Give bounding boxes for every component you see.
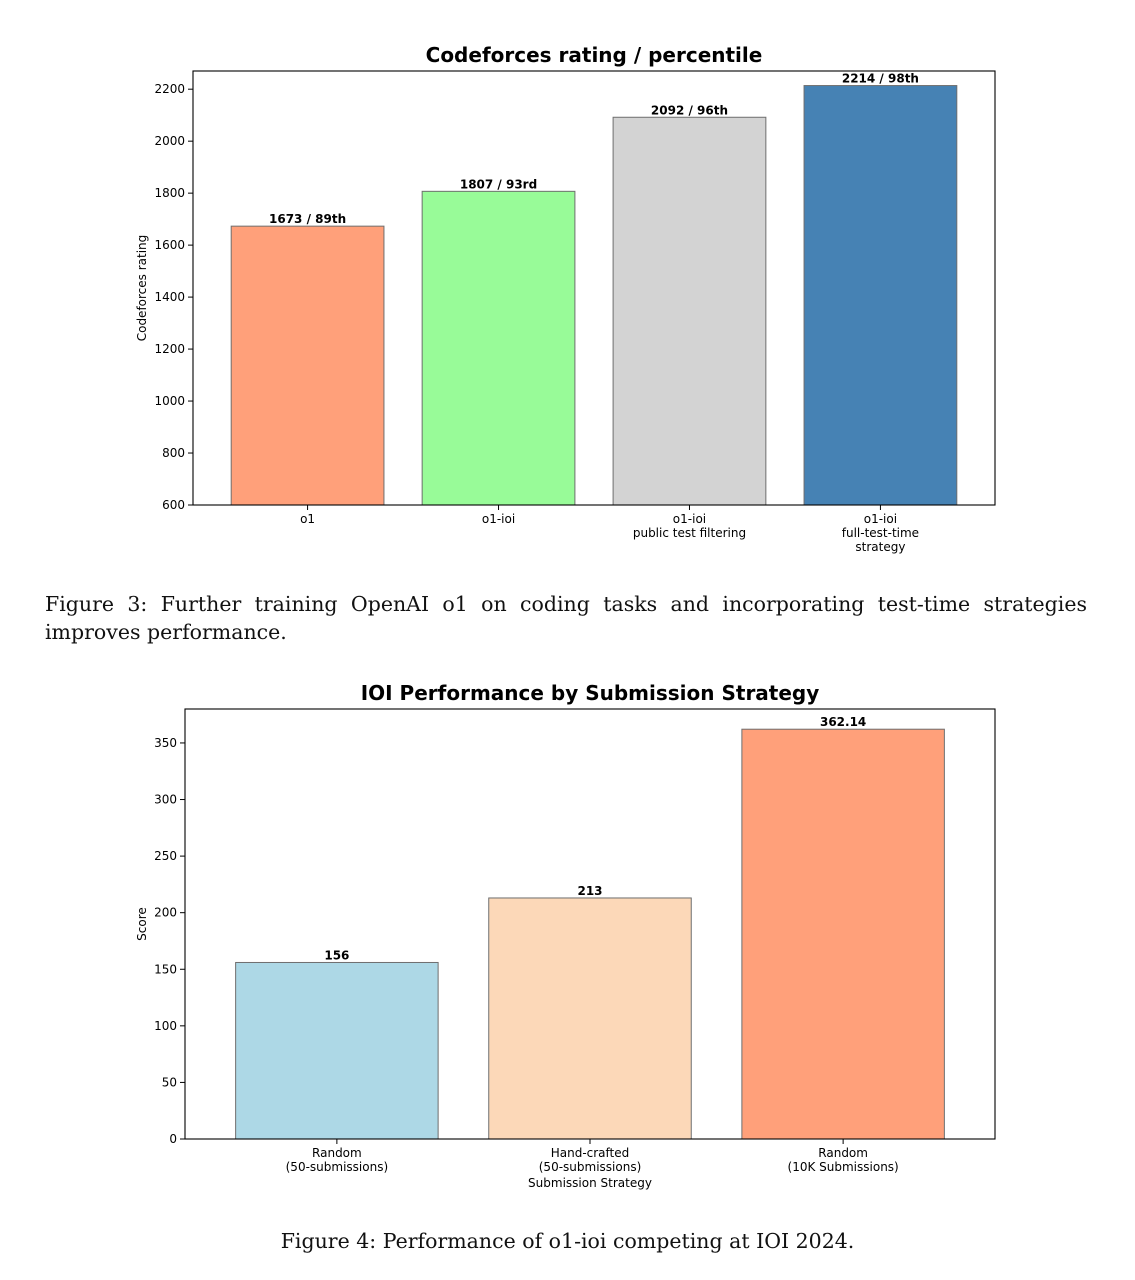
plot-frame (192, 70, 996, 506)
y-tick-label: 100 (154, 1019, 177, 1033)
bar-data-label: 156 (324, 948, 349, 962)
y-tick-label: 200 (154, 906, 177, 920)
bar (612, 116, 767, 506)
x-tick-label: Random (50-submissions) (286, 1146, 389, 1174)
bar (230, 225, 385, 506)
figure-4-caption: Figure 4: Performance of o1-ioi competin… (280, 1229, 855, 1253)
codeforces-rating-chart: Codeforces rating / percentile 1673 / 89t… (135, 43, 996, 554)
x-tick-label: o1 (300, 512, 315, 526)
figure-3-caption: Figure 3: Further training OpenAI o1 on … (45, 592, 1087, 644)
y-tick-label: 150 (154, 962, 177, 976)
bar-data-label: 362.14 (820, 715, 866, 729)
x-tick-label: o1-ioi public test filtering (633, 512, 746, 540)
y-tick-label: 2000 (154, 134, 185, 148)
y-tick-label: 1600 (154, 238, 185, 252)
x-tick-label: o1-ioi (482, 512, 515, 526)
bar (488, 897, 692, 1140)
y-tick-label: 1000 (154, 394, 185, 408)
x-tick-label: o1-ioi full-test-time strategy (842, 512, 919, 554)
y-tick-label: 50 (162, 1075, 177, 1089)
bar (741, 728, 945, 1140)
y-tick-label: 350 (154, 736, 177, 750)
bar-data-label: 2214 / 98th (842, 72, 919, 86)
bar (803, 85, 958, 506)
x-tick-label: Random (10K Submissions) (788, 1146, 899, 1174)
bar-data-label: 1673 / 89th (269, 212, 346, 226)
y-tick-label: 1200 (154, 342, 185, 356)
chart-title: Codeforces rating / percentile (426, 43, 763, 67)
bar-data-label: 1807 / 93rd (460, 177, 537, 191)
y-tick-label: 0 (169, 1132, 177, 1146)
bar (235, 961, 439, 1140)
y-tick-label: 1400 (154, 290, 185, 304)
y-tick-label: 2200 (154, 82, 185, 96)
bar-data-label: 213 (577, 884, 602, 898)
y-tick-label: 600 (162, 498, 185, 512)
chart-title: IOI Performance by Submission Strategy (361, 681, 820, 705)
y-axis-label: Codeforces rating (135, 235, 149, 342)
y-tick-label: 800 (162, 446, 185, 460)
bar (421, 190, 576, 506)
x-tick-label: Hand-crafted (50-submissions) (539, 1146, 642, 1174)
y-tick-label: 1800 (154, 186, 185, 200)
x-axis-label: Submission Strategy (528, 1176, 652, 1190)
y-tick-label: 250 (154, 849, 177, 863)
bar-data-label: 2092 / 96th (651, 103, 728, 117)
y-axis-label: Score (135, 907, 149, 941)
y-tick-label: 300 (154, 793, 177, 807)
ioi-performance-chart: IOI Performance by Submission Strategy 15… (135, 681, 996, 1190)
